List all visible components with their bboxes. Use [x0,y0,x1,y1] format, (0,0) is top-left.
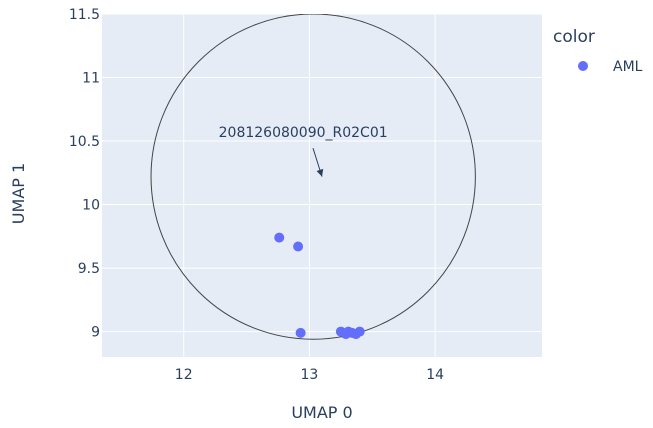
tick-layer: 12 13 14 9 9.5 10 10.5 11 11.5 [69,7,444,383]
plot-area [102,14,542,357]
y-axis-title: UMAP 1 [9,163,28,224]
data-point[interactable] [293,241,304,252]
shape-layer [150,14,476,340]
x-tick-label: 12 [175,367,193,383]
y-tick-label: 9 [91,325,100,341]
y-tick-label: 9.5 [78,261,100,277]
x-tick-label: 13 [301,367,319,383]
highlight-circle [150,14,476,340]
y-tick-label: 11.5 [69,7,100,23]
legend-marker[interactable] [578,61,588,71]
legend-label[interactable]: AML [613,59,643,75]
data-point[interactable] [274,232,285,243]
points-layer [274,232,365,340]
data-point[interactable] [354,326,365,337]
x-axis-title: UMAP 0 [291,403,352,422]
annotation-arrow-head [316,168,324,177]
annotation-label: 208126080090_R02C01 [219,125,388,141]
legend: color AML [553,27,643,75]
x-tick-label: 14 [426,367,444,383]
annotation-layer: 208126080090_R02C01 [219,125,388,177]
y-tick-label: 11 [82,71,100,87]
data-point[interactable] [295,327,306,338]
y-tick-label: 10 [82,198,100,214]
legend-title: color [553,27,595,47]
y-tick-label: 10.5 [69,134,100,150]
